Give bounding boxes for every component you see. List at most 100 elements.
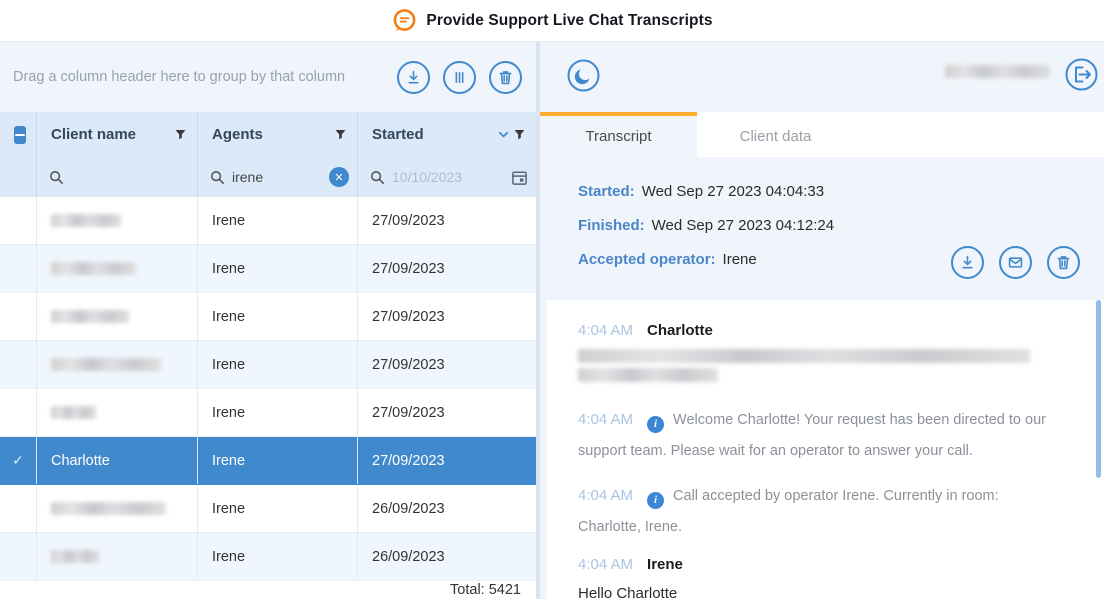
table-row[interactable]: ✓ Charlotte Irene 27/09/2023 xyxy=(0,437,536,485)
download-transcript-button[interactable] xyxy=(951,246,984,279)
group-by-hint: Drag a column header here to group by th… xyxy=(13,69,346,85)
indeterminate-minus-icon xyxy=(15,133,25,136)
client-name-cell xyxy=(37,389,198,436)
table-row[interactable]: Irene 27/09/2023 xyxy=(0,245,536,293)
client-name-filter-cell xyxy=(37,157,198,197)
message-text xyxy=(578,349,1060,382)
started-filter-input[interactable] xyxy=(392,169,504,185)
redacted-client-name xyxy=(51,262,136,275)
started-cell: 27/09/2023 xyxy=(372,308,445,325)
funnel-icon[interactable] xyxy=(174,128,187,141)
system-message-text: Call accepted by operator Irene. Current… xyxy=(578,488,999,535)
chat-message: 4:04 AM Charlotte xyxy=(578,322,1060,382)
logout-button[interactable] xyxy=(1065,58,1098,91)
started-cell: 27/09/2023 xyxy=(372,404,445,421)
table-row[interactable]: Irene 26/09/2023 xyxy=(0,485,536,533)
agent-cell: Irene xyxy=(198,533,358,580)
redacted-client-name xyxy=(51,214,121,227)
client-name-text: Charlotte xyxy=(51,452,110,469)
message-list: 4:04 AM Charlotte 4:04 AM i Welcome Charlot… xyxy=(578,322,1060,599)
client-name-cell xyxy=(37,197,198,244)
meta-label: Started: xyxy=(578,183,635,200)
row-select-cell[interactable] xyxy=(0,389,37,436)
client-name-cell xyxy=(37,485,198,532)
agents-filter-input[interactable] xyxy=(232,169,322,185)
detail-tabbar: Transcript Client data xyxy=(540,112,1104,157)
agent-cell: Irene xyxy=(198,341,358,388)
row-select-cell[interactable] xyxy=(0,485,37,532)
row-select-cell[interactable]: ✓ xyxy=(0,437,37,484)
client-name-filter-input[interactable] xyxy=(71,169,189,185)
grid-filter-row: ✕ xyxy=(0,157,536,197)
agent-cell: Irene xyxy=(198,293,358,340)
delete-transcript-button[interactable] xyxy=(1047,246,1080,279)
calendar-icon[interactable] xyxy=(511,169,528,186)
started-cell: 27/09/2023 xyxy=(372,260,445,277)
column-header-client-name[interactable]: Client name xyxy=(37,112,198,157)
table-row[interactable]: Irene 26/09/2023 xyxy=(0,533,536,581)
column-chooser-button[interactable] xyxy=(443,60,476,94)
meta-value: Wed Sep 27 2023 04:04:33 xyxy=(641,183,825,200)
moon-icon xyxy=(567,59,600,92)
download-icon xyxy=(962,255,973,269)
sort-desc-chevron-icon xyxy=(498,131,509,138)
export-download-button[interactable] xyxy=(397,60,430,94)
client-name-cell xyxy=(37,245,198,292)
message-head: 4:04 AM Charlotte xyxy=(578,322,1060,340)
client-name-cell xyxy=(37,293,198,340)
message-text: Hello Charlotte xyxy=(578,585,678,599)
system-message-text: Welcome Charlotte! Your request has been… xyxy=(578,412,1046,459)
started-filter-cell xyxy=(358,157,536,197)
meta-value: Wed Sep 27 2023 04:12:24 xyxy=(651,217,835,234)
client-name-cell xyxy=(37,533,198,580)
select-all-checkbox[interactable] xyxy=(14,125,26,144)
row-select-cell[interactable] xyxy=(0,293,37,340)
table-row[interactable]: Irene 27/09/2023 xyxy=(0,293,536,341)
redacted-client-name xyxy=(51,502,166,515)
redacted-message-text xyxy=(578,349,1030,363)
grid-header-row: Client name Agents Started xyxy=(0,112,536,157)
trash-icon xyxy=(499,70,512,84)
funnel-icon[interactable] xyxy=(513,128,526,141)
message-sender: Irene xyxy=(647,556,683,573)
download-icon xyxy=(408,70,419,83)
system-message: 4:04 AM i Welcome Charlotte! Your request … xyxy=(578,404,1060,467)
row-select-cell[interactable] xyxy=(0,245,37,292)
message-time: 4:04 AM xyxy=(578,556,634,573)
select-all-cell xyxy=(0,112,37,157)
column-label: Started xyxy=(372,126,424,143)
started-cell: 26/09/2023 xyxy=(372,500,445,517)
chat-transcript: 4:04 AM Charlotte 4:04 AM i Welcome Charlot… xyxy=(547,300,1104,599)
email-transcript-button[interactable] xyxy=(999,246,1032,279)
provide-support-logo-icon xyxy=(393,8,416,31)
client-name-cell xyxy=(37,341,198,388)
chat-scrollbar[interactable] xyxy=(1096,300,1101,478)
funnel-icon[interactable] xyxy=(334,128,347,141)
row-select-cell[interactable] xyxy=(0,197,37,244)
delete-selected-button[interactable] xyxy=(489,60,522,94)
dark-mode-toggle[interactable] xyxy=(567,59,600,92)
transcripts-grid-panel: Drag a column header here to group by th… xyxy=(0,42,536,599)
column-label: Agents xyxy=(212,126,263,143)
table-row[interactable]: Irene 27/09/2023 xyxy=(0,197,536,245)
message-time: 4:04 AM xyxy=(578,322,634,339)
meta-value: Irene xyxy=(722,251,757,268)
agent-cell: Irene xyxy=(198,245,358,292)
tab-client-data[interactable]: Client data xyxy=(739,128,812,145)
row-select-cell[interactable] xyxy=(0,341,37,388)
message-sender: Charlotte xyxy=(647,322,713,339)
table-row[interactable]: Irene 27/09/2023 xyxy=(0,341,536,389)
row-select-cell[interactable] xyxy=(0,533,37,580)
column-header-started[interactable]: Started xyxy=(358,112,536,157)
column-header-agents[interactable]: Agents xyxy=(198,112,358,157)
message-time: 4:04 AM xyxy=(578,487,634,504)
client-name-cell: Charlotte xyxy=(37,437,198,484)
table-row[interactable]: Irene 27/09/2023 xyxy=(0,389,536,437)
app-header: Provide Support Live Chat Transcripts xyxy=(0,0,1104,42)
redacted-client-name xyxy=(51,310,129,323)
tab-transcript[interactable]: Transcript xyxy=(540,112,697,157)
clear-filter-icon[interactable]: ✕ xyxy=(329,167,349,187)
grid-footer: Total: 5421 xyxy=(0,581,536,599)
check-icon: ✓ xyxy=(12,452,24,468)
